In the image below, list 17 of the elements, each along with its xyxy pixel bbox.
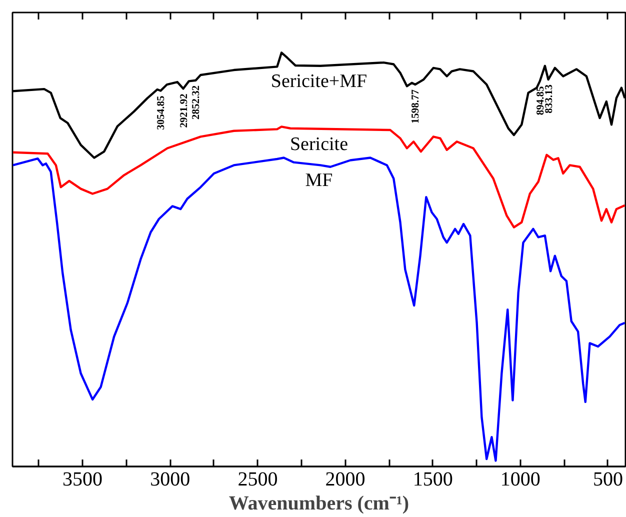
x-tick-label: 2500	[238, 468, 278, 490]
series-label: Sericite	[290, 134, 348, 155]
annotation: 833.13	[544, 84, 555, 114]
x-axis-title: Wavenumbers (cm⁻¹)	[228, 492, 410, 514]
x-tick-label: 500	[592, 468, 623, 490]
x-tick-label: 1000	[500, 468, 540, 490]
series-label: Sericite+MF	[270, 70, 368, 92]
x-tick-label: 2000	[325, 468, 366, 490]
annotation: 1598.77	[410, 90, 422, 124]
annotation: 2921.92	[178, 94, 190, 128]
annotation: 3054.85	[156, 96, 168, 130]
annotation: 894.85	[535, 86, 546, 116]
x-tick-label: 1500	[412, 468, 453, 490]
series-label: MF	[305, 170, 333, 192]
annotation: 2852.32	[191, 85, 202, 120]
x-tick-label: 3500	[62, 468, 103, 490]
x-tick-label: 3000	[150, 468, 190, 490]
